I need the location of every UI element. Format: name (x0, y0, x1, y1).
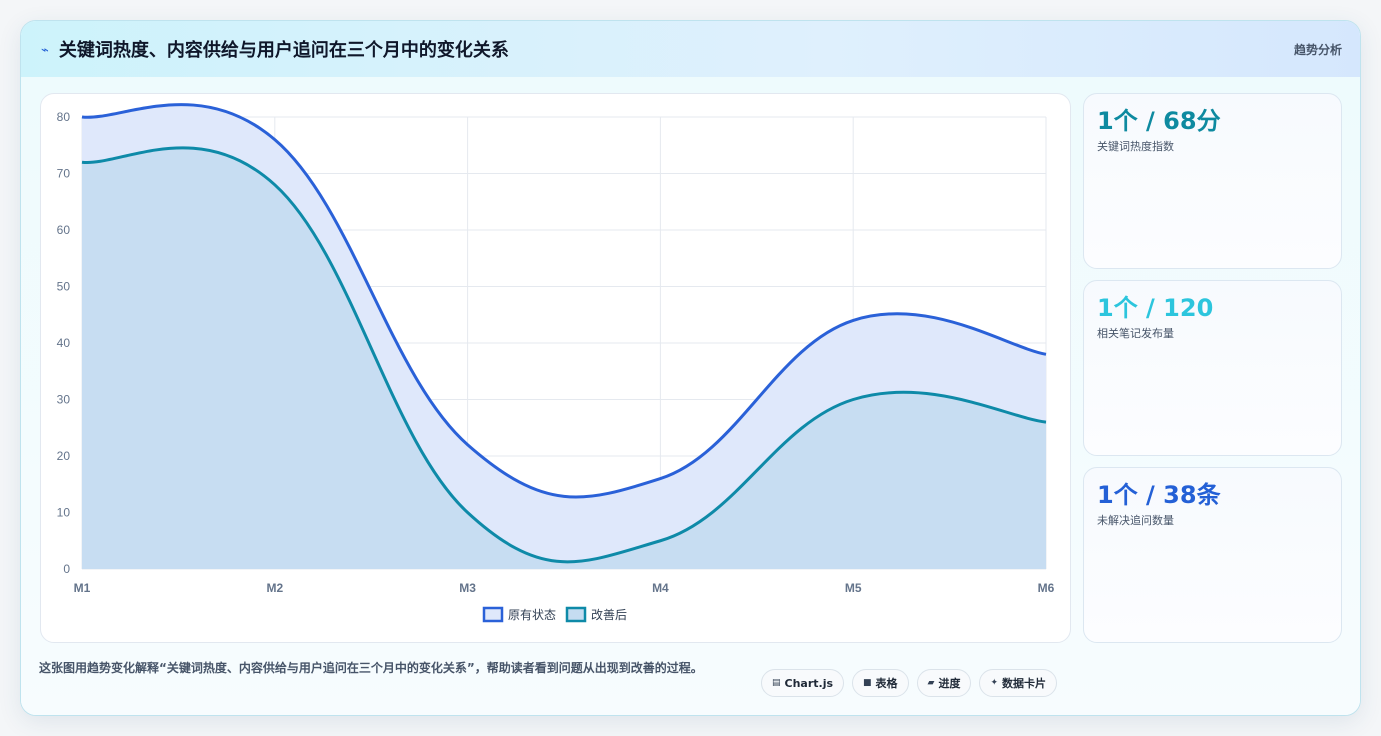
x-tick-label: M2 (266, 581, 283, 595)
chart-description: 这张图用趋势变化解释“关键词热度、内容供给与用户追问在三个月中的变化关系”，帮助… (39, 661, 703, 675)
chip-chartjs[interactable]: ▤ Chart.js (761, 669, 845, 697)
chip-label: Chart.js (784, 676, 834, 690)
y-tick-label: 80 (57, 110, 71, 124)
chip-label: 进度 (938, 677, 961, 690)
kpi-card-keyword-heat: 1个 / 68分 关键词热度指数 (1083, 93, 1342, 269)
table-icon: ■ (863, 678, 872, 688)
kpi-value: 1个 / 38条 (1097, 481, 1221, 509)
progress-icon: ▰ (927, 678, 935, 688)
card-header: ⌁ 关键词热度、内容供给与用户追问在三个月中的变化关系 趋势分析 (21, 21, 1360, 77)
x-tick-label: M1 (74, 581, 91, 595)
chip-label: 数据卡片 (1002, 677, 1047, 690)
x-tick-label: M5 (845, 581, 862, 595)
legend-label: 原有状态 (508, 608, 556, 622)
kpi-card-unresolved-questions: 1个 / 38条 未解决追问数量 (1083, 467, 1342, 643)
kpi-label: 未解决追问数量 (1097, 514, 1174, 527)
legend-swatch (565, 606, 587, 623)
series-line-1 (81, 103, 1047, 499)
y-tick-label: 20 (57, 449, 71, 463)
chip-progress[interactable]: ▰ 进度 (916, 669, 972, 697)
legend-label: 改善后 (591, 607, 627, 622)
y-tick-label: 0 (63, 562, 70, 576)
card-title: 关键词热度、内容供给与用户追问在三个月中的变化关系 (58, 40, 509, 61)
kpi-card-note-count: 1个 / 120 相关笔记发布量 (1083, 280, 1342, 456)
series-area-2 (82, 147, 1046, 569)
tech-chips: ▤ Chart.js ■ 表格 ▰ 进度 ✦ 数据卡片 (761, 669, 1058, 697)
y-tick-label: 60 (57, 223, 71, 237)
chip-label: 表格 (875, 677, 898, 690)
chart-panel: 0 10 20 30 40 50 60 70 80 M1 M2 M3 M4 M5 M6 原有状态 改善后 (40, 93, 1071, 643)
kpi-value: 1个 / 120 (1097, 294, 1214, 322)
kpi-label: 相关笔记发布量 (1097, 327, 1174, 340)
area-chart: 0 10 20 30 40 50 60 70 80 M1 M2 M3 M4 M5 M6 原有状态 改善后 (57, 103, 1055, 623)
x-tick-label: M3 (459, 581, 476, 595)
chip-table[interactable]: ■ 表格 (852, 669, 909, 697)
kpi-label: 关键词热度指数 (1097, 140, 1174, 153)
series-line-2 (81, 146, 1047, 564)
chart-icon: ▤ (772, 678, 781, 688)
legend-swatch (482, 606, 504, 623)
trend-analysis-tag: 趋势分析 (1293, 42, 1342, 57)
y-tick-label: 10 (57, 506, 71, 520)
x-tick-label: M6 (1038, 581, 1055, 595)
card-body: 0 10 20 30 40 50 60 70 80 M1 M2 M3 M4 M5 M6 原有状态 改善后 1个 … (21, 77, 1360, 715)
data-card-icon: ✦ (990, 678, 999, 688)
y-tick-label: 50 (57, 280, 71, 294)
chart-card: ⌁ 关键词热度、内容供给与用户追问在三个月中的变化关系 趋势分析 0 10 20 30… (20, 20, 1361, 716)
kpi-value: 1个 / 68分 (1097, 107, 1221, 135)
x-tick-label: M4 (652, 581, 669, 595)
y-tick-label: 30 (57, 393, 71, 407)
y-tick-label: 40 (57, 336, 71, 350)
y-tick-label: 70 (57, 167, 71, 181)
chip-data-card[interactable]: ✦ 数据卡片 (979, 669, 1058, 697)
trend-icon: ⌁ (41, 42, 49, 58)
